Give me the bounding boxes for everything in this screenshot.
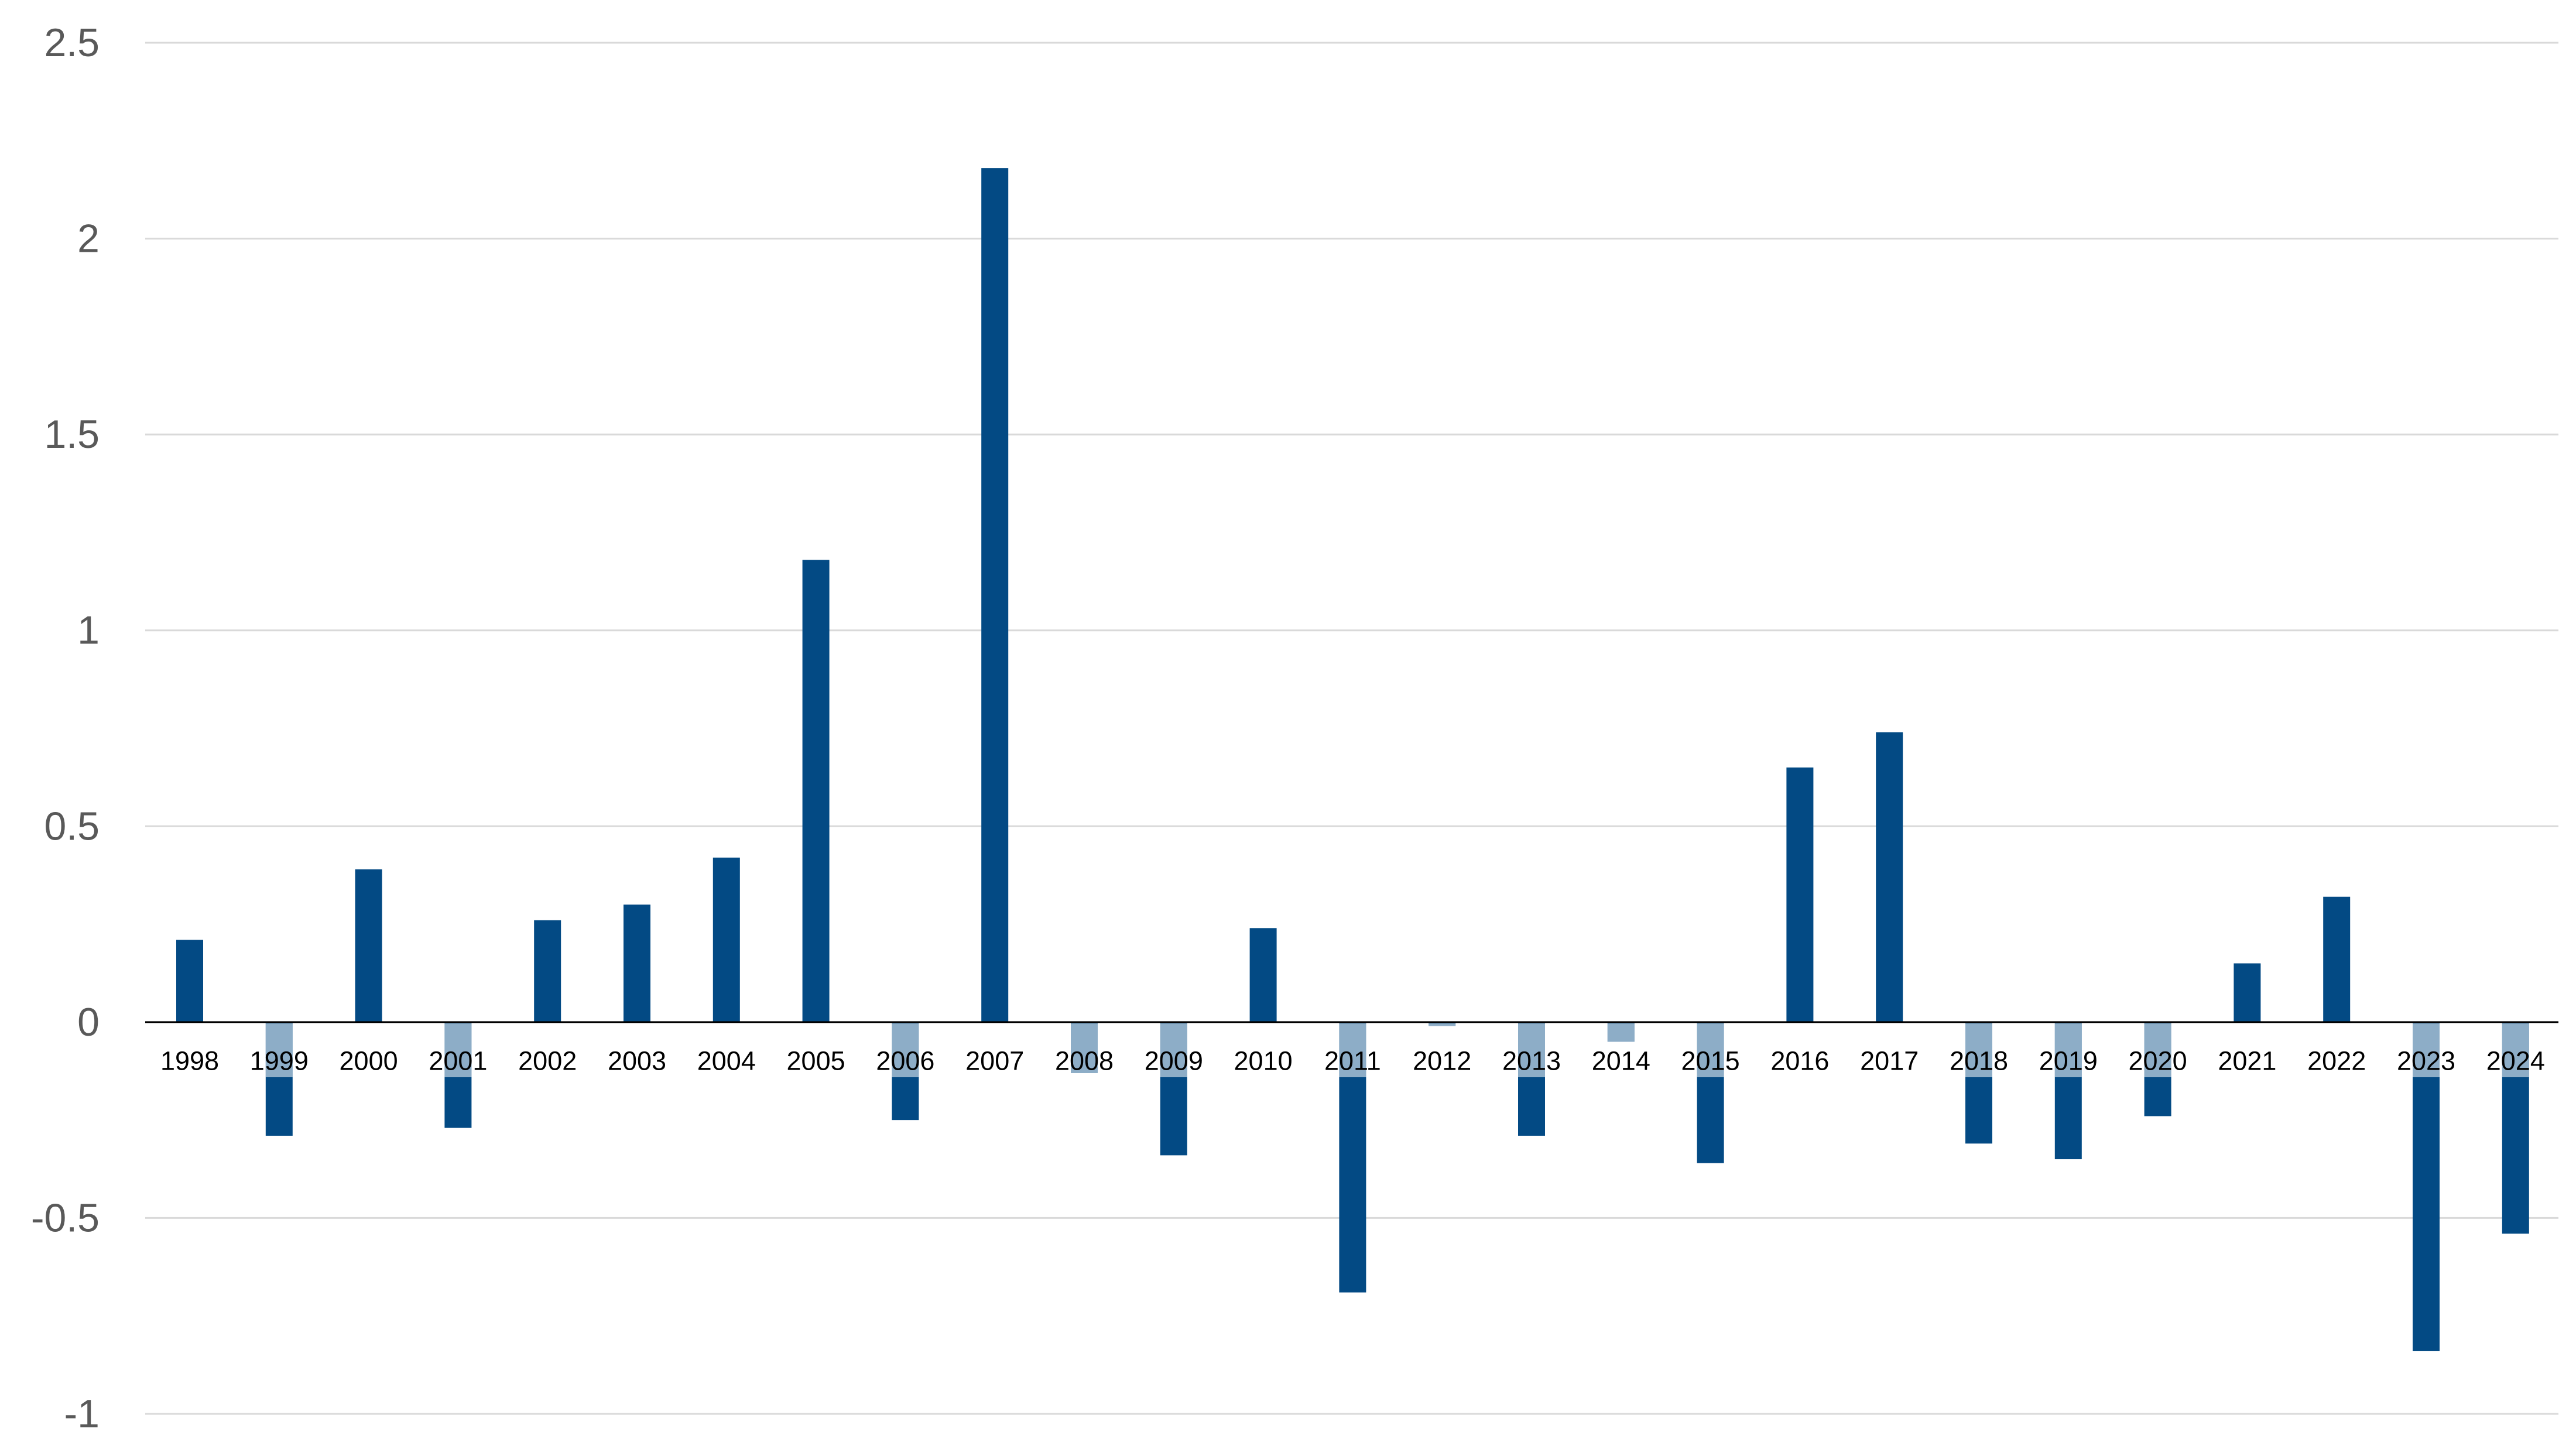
x-tick-label: 2006 <box>876 1046 934 1076</box>
x-tick-label: 2022 <box>2307 1046 2366 1076</box>
x-tick-label: 2002 <box>518 1046 577 1076</box>
x-tick-label: 2005 <box>787 1046 845 1076</box>
x-tick-label: 2019 <box>2039 1046 2098 1076</box>
label-backdrop <box>1339 1023 1366 1077</box>
label-backdrop <box>2054 1023 2082 1077</box>
y-tick-label: -1 <box>64 1392 100 1436</box>
x-tick-label: 2012 <box>1413 1046 1471 1076</box>
label-backdrop <box>1607 1023 1635 1042</box>
y-tick-label: -0.5 <box>31 1195 100 1240</box>
label-backdrop <box>265 1023 293 1077</box>
label-backdrop <box>2144 1023 2171 1077</box>
bar-2021 <box>2234 963 2261 1022</box>
y-tick-label: 0 <box>77 1000 100 1044</box>
x-tick-label: 2020 <box>2129 1046 2187 1076</box>
y-tick-label: 1 <box>77 608 100 653</box>
y-tick-label: 2 <box>77 217 100 261</box>
y-tick-label: 1.5 <box>44 412 100 457</box>
x-tick-label: 2003 <box>608 1046 666 1076</box>
bar-2007 <box>981 168 1009 1022</box>
bar-2005 <box>802 560 830 1022</box>
x-tick-label: 2023 <box>2397 1046 2455 1076</box>
x-tick-label: 1998 <box>160 1046 219 1076</box>
x-tick-label: 2016 <box>1770 1046 1829 1076</box>
y-axis-labels: 2.5 2 1.5 1 0.5 0 -0.5 -1 <box>31 20 100 1436</box>
x-tick-label: 2018 <box>1950 1046 2008 1076</box>
x-tick-label: 2021 <box>2218 1046 2276 1076</box>
label-backdrop <box>2502 1023 2529 1077</box>
bar-2016 <box>1786 767 1814 1022</box>
x-tick-label: 2024 <box>2486 1046 2545 1076</box>
bar-2000 <box>355 869 382 1022</box>
bar-2022 <box>2323 896 2351 1022</box>
x-tick-label: 2013 <box>1502 1046 1561 1076</box>
x-tick-label: 2009 <box>1145 1046 1203 1076</box>
x-tick-label: 2011 <box>1324 1046 1381 1076</box>
label-backdrop <box>1160 1023 1187 1077</box>
x-axis-labels: 1998 1999 2000 2001 2002 2003 2004 2005 2006 2007… <box>160 1023 2545 1077</box>
bars <box>176 168 2529 1351</box>
y-tick-label: 0.5 <box>44 804 100 848</box>
bar-2017 <box>1876 732 1903 1022</box>
x-tick-label: 2017 <box>1860 1046 1919 1076</box>
label-backdrop <box>2413 1023 2440 1077</box>
bar-2004 <box>712 857 740 1022</box>
x-tick-label: 2001 <box>429 1046 487 1076</box>
x-tick-label: 2014 <box>1592 1046 1650 1076</box>
bar-2010 <box>1249 928 1277 1022</box>
x-tick-label: 2000 <box>340 1046 398 1076</box>
bar-2002 <box>534 920 561 1022</box>
label-backdrop <box>1518 1023 1545 1077</box>
label-backdrop <box>892 1023 919 1077</box>
x-tick-label: 2010 <box>1234 1046 1293 1076</box>
bar-2003 <box>624 905 650 1022</box>
label-backdrop <box>1071 1023 1098 1073</box>
label-backdrop <box>444 1023 472 1077</box>
x-tick-label: 2007 <box>965 1046 1024 1076</box>
x-tick-label: 1999 <box>250 1046 309 1076</box>
x-tick-label: 2008 <box>1055 1046 1114 1076</box>
y-tick-label: 2.5 <box>44 20 100 65</box>
label-backdrop <box>1965 1023 1992 1077</box>
label-backdrop <box>1429 1023 1456 1026</box>
x-tick-label: 2015 <box>1681 1046 1740 1076</box>
bar-1998 <box>176 940 203 1022</box>
x-tick-label: 2004 <box>697 1046 756 1076</box>
label-backdrop <box>1697 1023 1724 1077</box>
